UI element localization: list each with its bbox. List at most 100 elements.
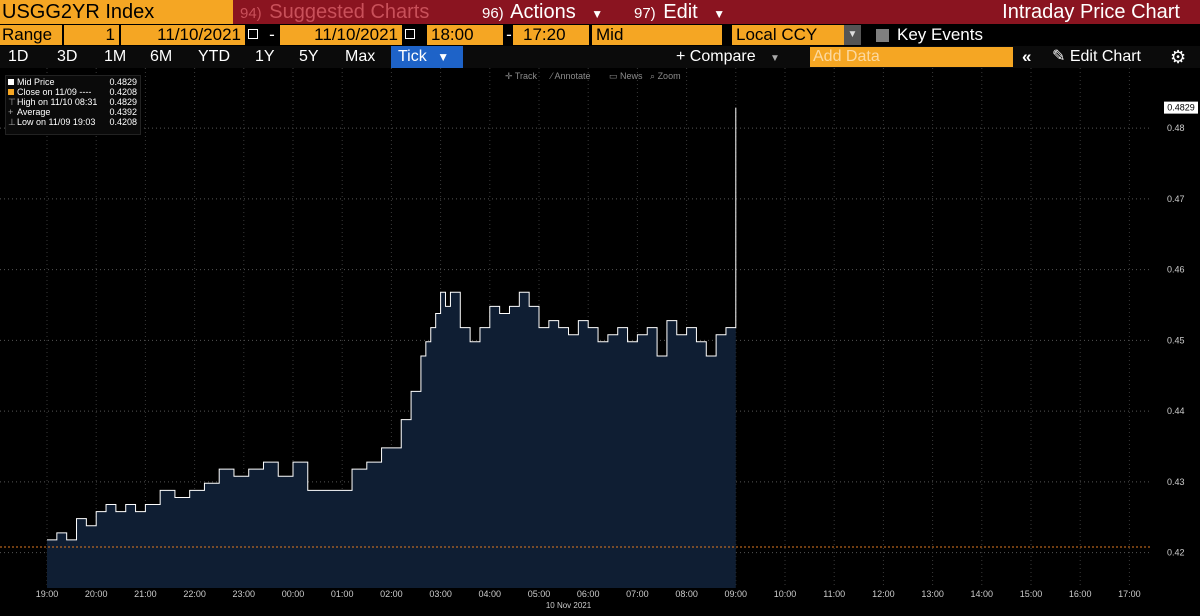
x-tick-label: 20:00 [85,589,108,599]
zoom-icon: ⌕ [650,71,656,81]
high-marker-icon: ⊤ [8,97,16,107]
compare-caret-icon: ▼ [770,53,780,64]
range-value-field[interactable]: 1 [64,25,119,45]
period-1d-button[interactable]: 1D [8,48,29,65]
time-separator: - [506,25,512,44]
suggested-charts-label: Suggested Charts [269,1,430,23]
edit-number: 97) [634,5,656,22]
x-tick-label: 04:00 [479,589,502,599]
news-tool[interactable]: ▭ News [609,71,643,82]
edit-chart-button[interactable]: ✎ Edit Chart [1052,46,1141,68]
actions-menu[interactable]: 96) Actions ▼ [472,0,622,24]
gear-icon[interactable]: ⚙ [1170,47,1187,67]
x-tick-label: 05:00 [528,589,551,599]
y-tick-label: 0.42 [1167,548,1185,558]
tick-label: Tick [398,48,427,65]
date-separator: - [269,25,275,44]
y-tick-label: 0.47 [1167,194,1185,204]
tick-dropdown[interactable]: Tick ▼ [391,46,463,68]
period-5y-button[interactable]: 5Y [299,48,319,65]
low-marker-icon: ⊥ [8,117,16,127]
period-max-button[interactable]: Max [345,48,376,65]
track-tool[interactable]: ✛ Track [505,71,537,82]
period-6m-button[interactable]: 6M [150,48,173,65]
actions-caret-icon: ▼ [591,7,604,21]
x-tick-label: 03:00 [429,589,452,599]
y-tick-label: 0.43 [1167,477,1185,487]
period-3d-button[interactable]: 3D [57,48,78,65]
add-data-placeholder: Add Data [813,48,880,65]
chart-name: Intraday Price Chart [736,0,1200,24]
compare-dropdown[interactable]: + Compare ▼ [676,46,806,68]
end-time-field[interactable]: 17:20 [513,25,589,45]
legend-row: ⊤High on 11/10 08:31 0.4829 [8,97,137,108]
pencil-icon: ✎ [1052,48,1066,65]
y-tick-label: 0.48 [1167,123,1185,133]
x-tick-label: 15:00 [1020,589,1043,599]
end-calendar-icon[interactable] [405,29,415,39]
start-time-field[interactable]: 18:00 [427,25,503,45]
suggested-charts-menu[interactable]: 94) Suggested Charts [236,0,468,24]
average-marker-icon: + [8,107,14,117]
x-tick-label: 14:00 [971,589,994,599]
x-tick-label: 08:00 [675,589,698,599]
y-tick-label: 0.44 [1167,406,1185,416]
legend-value: 0.4208 [109,117,137,127]
collapse-chevron-icon[interactable]: « [1022,47,1032,66]
x-tick-label: 22:00 [183,589,206,599]
price-type-field[interactable]: Mid [592,25,722,45]
period-1m-button[interactable]: 1M [104,48,127,65]
security-ticker[interactable]: USGG2YR Index [0,0,233,24]
news-icon: ▭ [609,71,618,81]
x-tick-label: 10:00 [774,589,797,599]
period-ytd-button[interactable]: YTD [198,48,230,65]
legend-value: 0.4829 [109,77,137,87]
legend-label: Average [17,107,51,117]
start-calendar-icon[interactable] [248,29,258,39]
compare-label: + Compare [676,48,756,65]
chart-area: 0.42 0.43 0.44 0.45 0.46 0.47 0.48 19:00 20:00 21… [0,68,1200,611]
mid-price-swatch-icon [8,79,14,85]
x-tick-label: 02:00 [380,589,403,599]
legend-row: Mid Price 0.4829 [8,77,137,88]
annotate-icon: ⁄ [551,71,553,81]
range-label: Range [0,25,62,45]
legend-label: High on 11/10 08:31 [17,97,98,107]
last-price-label: 0.4829 [1167,103,1195,113]
tick-caret-icon: ▼ [437,50,450,64]
x-tick-label: 11:00 [823,589,845,599]
period-bar [0,46,1200,68]
price-line [47,107,737,541]
x-tick-label: 13:00 [921,589,944,599]
x-axis-label: 10 Nov 2021 [546,601,592,610]
actions-number: 96) [482,5,504,22]
x-tick-label: 01:00 [331,589,354,599]
currency-dropdown-icon[interactable]: ▼ [844,25,861,45]
price-chart[interactable]: 0.42 0.43 0.44 0.45 0.46 0.47 0.48 19:00 20:00 21… [0,68,1200,611]
x-tick-label: 19:00 [36,589,59,599]
add-data-input[interactable]: Add Data [810,47,1013,67]
actions-label: Actions [510,1,576,23]
edit-chart-label: Edit Chart [1069,48,1141,65]
annotate-tool[interactable]: ⁄ Annotate [551,71,591,81]
x-tick-label: 00:00 [282,589,305,599]
edit-label: Edit [663,1,698,23]
zoom-tool[interactable]: ⌕ Zoom [650,71,681,82]
x-tick-label: 21:00 [134,589,157,599]
last-price-tag [1164,101,1198,114]
period-1y-button[interactable]: 1Y [255,48,275,65]
x-tick-label: 06:00 [577,589,600,599]
currency-field[interactable]: Local CCY [732,25,844,45]
key-events-checkbox[interactable] [876,29,889,42]
edit-caret-icon: ▼ [713,7,726,21]
legend-value: 0.4208 [109,87,137,97]
y-tick-label: 0.46 [1167,265,1185,275]
news-label: News [620,71,643,81]
start-date-field[interactable]: 11/10/2021 [121,25,245,45]
zoom-label: Zoom [657,71,681,81]
x-tick-label: 07:00 [626,589,649,599]
end-date-field[interactable]: 11/10/2021 [280,25,402,45]
annotate-label: Annotate [554,71,591,81]
legend-label: Mid Price [17,77,55,87]
edit-menu[interactable]: 97) Edit ▼ [626,0,732,24]
